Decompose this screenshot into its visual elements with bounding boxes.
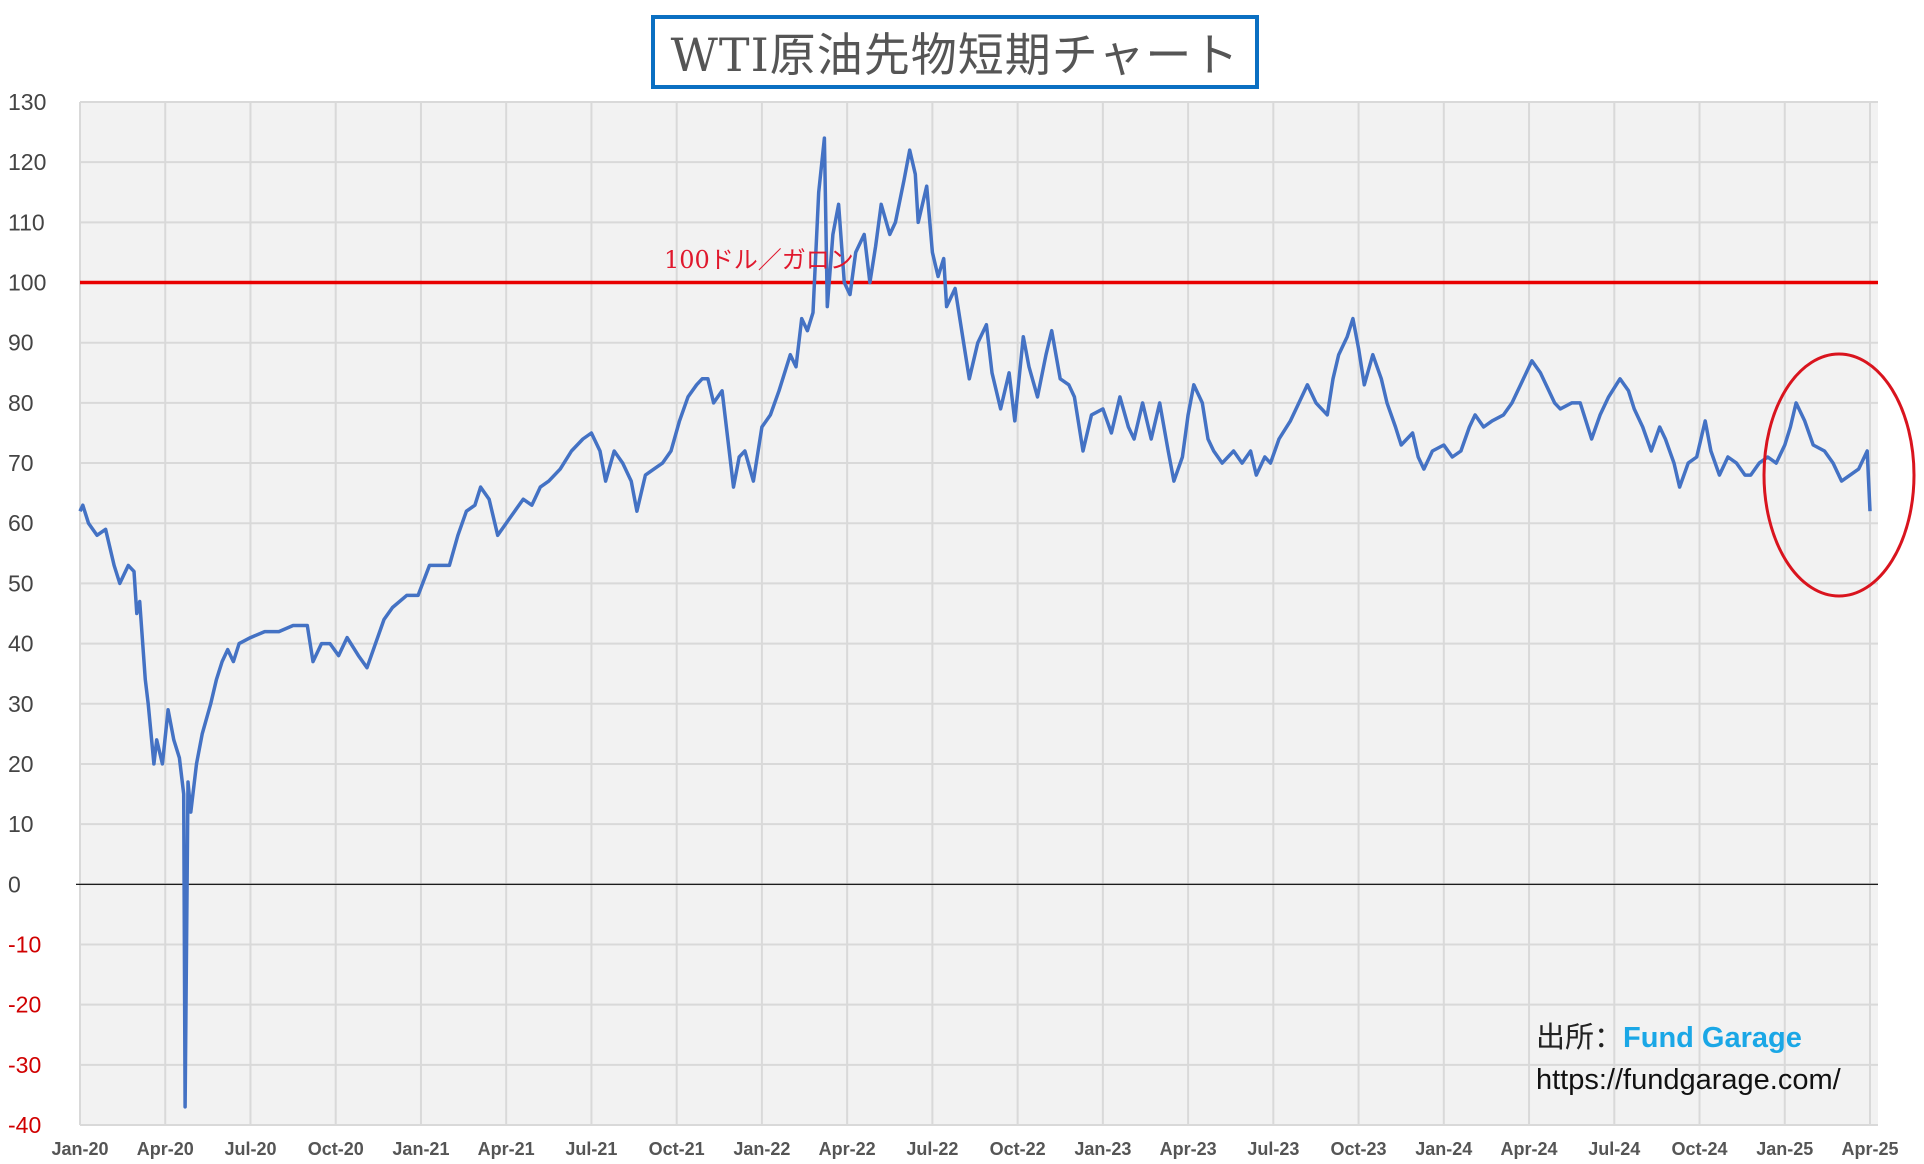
x-tick-label: Oct-20	[308, 1139, 364, 1159]
x-tick-label: Jul-21	[565, 1139, 617, 1159]
y-tick-label: 70	[8, 450, 34, 476]
y-tick-label: 80	[8, 390, 34, 416]
x-axis: Jan-20 Apr-20 Jul-20 Oct-20 Jan-21 Apr-21 Jul-…	[51, 1139, 1898, 1159]
x-tick-label: Apr-22	[819, 1139, 876, 1159]
y-tick-label: 90	[8, 330, 34, 356]
source-credit: 出所：Fund Garage	[1536, 1014, 1802, 1056]
y-tick-label: -40	[8, 1112, 41, 1138]
x-tick-label: Oct-22	[990, 1139, 1046, 1159]
source-label: 出所：	[1536, 1022, 1624, 1054]
x-tick-label: Oct-21	[649, 1139, 705, 1159]
reference-line-label: 100ドル／ガロン	[664, 246, 854, 274]
y-tick-label: 100	[8, 270, 46, 296]
y-tick-label: 20	[8, 751, 34, 777]
x-tick-label: Jul-22	[906, 1139, 958, 1159]
x-tick-label: Jan-24	[1415, 1139, 1472, 1159]
x-tick-label: Jul-23	[1247, 1139, 1299, 1159]
series-line-wti	[78, 136, 1872, 1109]
x-tick-label: Apr-23	[1160, 1139, 1217, 1159]
y-tick-label: 130	[8, 89, 46, 115]
chart-title: WTI原油先物短期チャート	[670, 28, 1240, 82]
y-tick-label: 30	[8, 691, 34, 717]
x-tick-label: Jan-25	[1756, 1139, 1813, 1159]
chart-title-box: WTI原油先物短期チャート	[651, 15, 1259, 89]
y-tick-label: 60	[8, 510, 34, 536]
y-tick-label: 0	[8, 871, 21, 897]
x-tick-label: Jan-23	[1074, 1139, 1131, 1159]
x-tick-label: Jan-20	[51, 1139, 108, 1159]
plot-area	[80, 102, 1878, 1125]
x-tick-label: Jan-22	[733, 1139, 790, 1159]
y-tick-label: 120	[8, 149, 46, 175]
x-tick-label: Jan-21	[392, 1139, 449, 1159]
y-tick-label: 40	[8, 631, 34, 657]
highlight-ellipse	[1762, 352, 1916, 598]
y-tick-label: -20	[8, 992, 41, 1018]
x-tick-label: Apr-21	[478, 1139, 535, 1159]
y-tick-label: -10	[8, 931, 41, 957]
x-tick-label: Apr-24	[1501, 1139, 1558, 1159]
x-tick-label: Jul-20	[224, 1139, 276, 1159]
y-axis: 1301201101009080706050403020100-10-20-30…	[8, 89, 46, 1138]
source-brand: Fund Garage	[1623, 1022, 1802, 1054]
y-tick-label: 10	[8, 811, 34, 837]
x-tick-label: Apr-20	[137, 1139, 194, 1159]
x-tick-label: Apr-25	[1841, 1139, 1898, 1159]
y-tick-label: -30	[8, 1052, 41, 1078]
source-url: https://fundgarage.com/	[1536, 1064, 1841, 1096]
x-tick-label: Jul-24	[1588, 1139, 1640, 1159]
x-tick-label: Oct-23	[1331, 1139, 1387, 1159]
x-tick-label: Oct-24	[1672, 1139, 1728, 1159]
y-tick-label: 110	[8, 209, 45, 235]
y-tick-label: 50	[8, 570, 34, 596]
